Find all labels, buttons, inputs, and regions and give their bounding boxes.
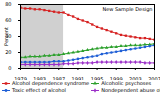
svg-text:1999: 1999 — [110, 76, 123, 80]
svg-text:0: 0 — [8, 65, 11, 71]
svg-text:New Sample Design: New Sample Design — [102, 6, 152, 13]
html-text:Alcoholic psychoses: Alcoholic psychoses — [101, 80, 152, 86]
svg-text:2007: 2007 — [148, 76, 160, 80]
svg-text:80: 80 — [5, 1, 11, 7]
svg-text:1979: 1979 — [14, 76, 27, 80]
svg-text:1987: 1987 — [52, 76, 65, 80]
svg-text:1991: 1991 — [72, 76, 85, 80]
svg-text:2003: 2003 — [129, 76, 142, 80]
svg-text:1995: 1995 — [91, 76, 104, 80]
svg-text:Percent: Percent — [3, 27, 9, 46]
html-text:Alcohol dependence syndrome: Alcohol dependence syndrome — [12, 80, 90, 86]
svg-text:20: 20 — [5, 49, 11, 55]
html-text:Toxic effect of alcohol: Toxic effect of alcohol — [12, 87, 66, 93]
svg-text:1983: 1983 — [33, 76, 46, 80]
svg-text:60: 60 — [5, 17, 11, 23]
